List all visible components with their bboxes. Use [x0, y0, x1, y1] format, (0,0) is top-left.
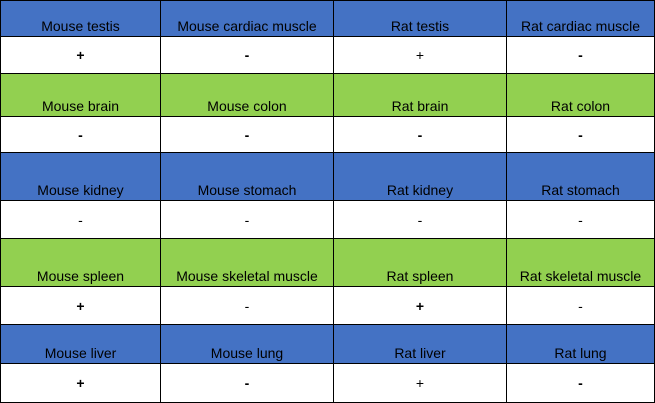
tissue-header-cell: Mouse liver — [0, 325, 161, 364]
tissue-header-cell: Mouse stomach — [161, 153, 334, 201]
expression-result-cell: - — [161, 201, 334, 239]
expression-result-cell: - — [161, 364, 334, 403]
expression-result-cell: - — [507, 201, 655, 239]
tissue-header-cell: Rat cardiac muscle — [507, 0, 655, 37]
expression-result-cell: + — [334, 364, 507, 403]
expression-result-cell: - — [0, 117, 161, 153]
tissue-header-cell: Mouse lung — [161, 325, 334, 364]
expression-result-cell: - — [161, 117, 334, 153]
tissue-header-cell: Mouse colon — [161, 74, 334, 117]
expression-result-cell: - — [0, 201, 161, 239]
tissue-header-cell: Mouse testis — [0, 0, 161, 37]
expression-result-cell: - — [507, 117, 655, 153]
tissue-header-cell: Rat testis — [334, 0, 507, 37]
tissue-header-cell: Rat kidney — [334, 153, 507, 201]
tissue-header-cell: Mouse spleen — [0, 239, 161, 287]
expression-result-cell: + — [334, 287, 507, 325]
expression-result-cell: + — [0, 287, 161, 325]
expression-result-cell: - — [334, 117, 507, 153]
tissue-header-cell: Mouse brain — [0, 74, 161, 117]
tissue-header-cell: Rat spleen — [334, 239, 507, 287]
tissue-header-cell: Rat liver — [334, 325, 507, 364]
tissue-header-cell: Rat lung — [507, 325, 655, 364]
expression-result-cell: + — [334, 37, 507, 74]
expression-result-cell: - — [161, 287, 334, 325]
expression-result-cell: - — [507, 37, 655, 74]
tissue-header-cell: Mouse skeletal muscle — [161, 239, 334, 287]
expression-result-cell: + — [0, 37, 161, 74]
expression-result-cell: - — [507, 287, 655, 325]
tissue-header-cell: Rat stomach — [507, 153, 655, 201]
expression-result-cell: - — [334, 201, 507, 239]
expression-result-cell: - — [507, 364, 655, 403]
tissue-header-cell: Mouse kidney — [0, 153, 161, 201]
tissue-header-cell: Rat skeletal muscle — [507, 239, 655, 287]
expression-result-cell: + — [0, 364, 161, 403]
expression-result-cell: - — [161, 37, 334, 74]
tissue-header-cell: Mouse cardiac muscle — [161, 0, 334, 37]
tissue-header-cell: Rat brain — [334, 74, 507, 117]
tissue-header-cell: Rat colon — [507, 74, 655, 117]
